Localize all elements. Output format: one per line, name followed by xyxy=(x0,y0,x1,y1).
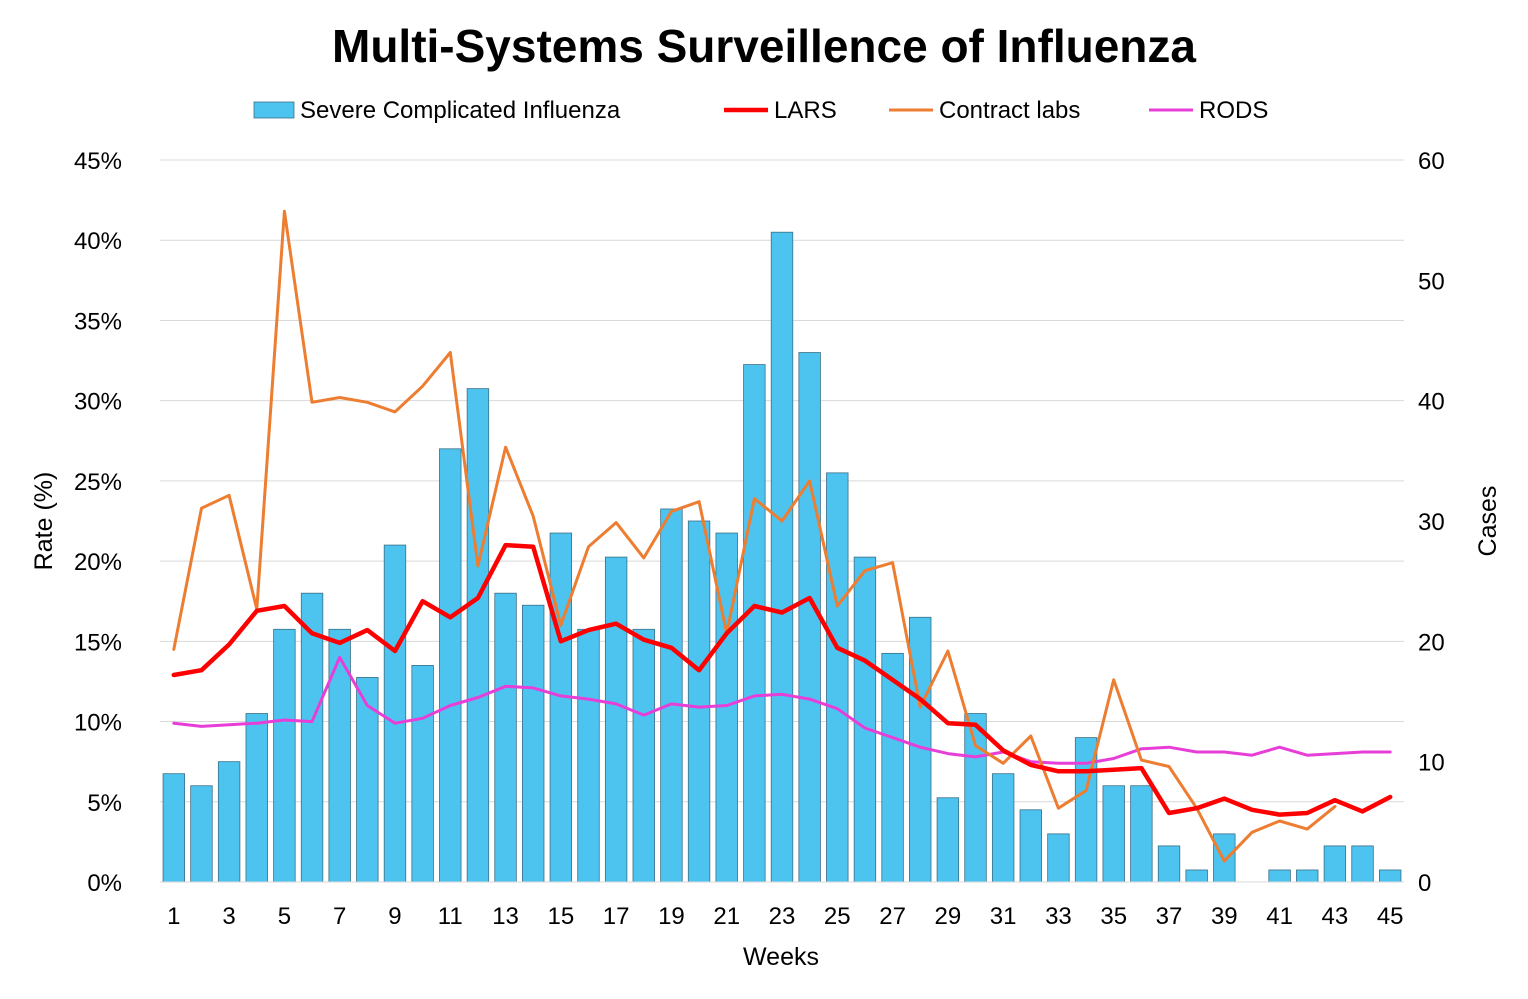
series-line-lars xyxy=(171,542,1393,817)
x-tick-label: 19 xyxy=(658,903,685,930)
y-tick-label: 45% xyxy=(74,148,122,175)
y-tick-label: 10% xyxy=(74,710,122,737)
y2-tick-label: 10 xyxy=(1418,750,1445,777)
y-tick-label: 20% xyxy=(74,549,122,576)
y-tick-label: 35% xyxy=(74,308,122,335)
bar xyxy=(217,761,241,883)
bar xyxy=(1102,785,1125,883)
bar xyxy=(604,556,628,883)
bar xyxy=(991,773,1015,883)
y2-tick-label: 40 xyxy=(1418,389,1445,416)
right-axis-ticks: 0 10 20 30 40 50 60 xyxy=(1418,148,1445,897)
x-tick-label: 5 xyxy=(278,903,291,930)
bar xyxy=(383,544,407,883)
x-tick-label: 31 xyxy=(990,903,1017,930)
y-tick-label: 15% xyxy=(74,629,122,656)
bar xyxy=(245,713,268,883)
left-axis-ticks: 0% 5% 10% 15% 20% 25% 30% 35% 40% 45% xyxy=(74,148,122,897)
bar xyxy=(770,231,794,883)
y-tick-label: 30% xyxy=(74,389,122,416)
legend-label: Contract labs xyxy=(939,97,1080,124)
series-lines xyxy=(171,209,1393,863)
bar xyxy=(577,628,600,883)
legend-label: RODS xyxy=(1199,97,1268,124)
bar xyxy=(853,556,877,883)
series-line-rods xyxy=(172,655,1392,765)
x-tick-label: 17 xyxy=(603,903,630,930)
bar xyxy=(411,665,434,883)
bar xyxy=(190,785,213,883)
bars xyxy=(162,231,1402,883)
x-tick-label: 21 xyxy=(713,903,740,930)
x-tick-label: 7 xyxy=(333,903,346,930)
bar xyxy=(1351,845,1374,883)
bar xyxy=(826,472,849,883)
legend-label: LARS xyxy=(774,97,837,124)
y2-axis-label: Cases xyxy=(1474,486,1502,557)
bar xyxy=(936,797,960,883)
bar xyxy=(273,628,296,883)
x-tick-label: 3 xyxy=(222,903,235,930)
x-tick-label: 9 xyxy=(388,903,401,930)
bar xyxy=(466,388,490,883)
legend-label: Severe Complicated Influenza xyxy=(300,97,621,124)
bar xyxy=(687,520,711,883)
bar xyxy=(660,508,683,883)
bar xyxy=(1185,869,1208,883)
x-axis-label: Weeks xyxy=(743,943,819,971)
bar xyxy=(1019,809,1042,883)
legend-swatch xyxy=(253,101,295,119)
bar xyxy=(964,713,987,883)
bar xyxy=(1157,845,1181,883)
bar xyxy=(439,448,462,883)
y2-tick-label: 0 xyxy=(1418,870,1431,897)
bar xyxy=(1268,869,1291,883)
y2-tick-label: 20 xyxy=(1418,629,1445,656)
bar xyxy=(798,352,821,883)
x-tick-label: 33 xyxy=(1045,903,1072,930)
bar xyxy=(632,628,655,883)
x-tick-label: 11 xyxy=(438,903,463,930)
x-tick-label: 39 xyxy=(1211,903,1238,930)
x-tick-label: 23 xyxy=(769,903,796,930)
bar xyxy=(1378,869,1402,883)
bar xyxy=(162,773,186,883)
legend: Severe Complicated Influenza LARS Contract… xyxy=(253,97,1268,124)
y2-tick-label: 50 xyxy=(1418,268,1445,295)
chart-title: Multi-Systems Surveillence of Influenza xyxy=(332,20,1196,72)
x-tick-label: 35 xyxy=(1100,903,1127,930)
bar xyxy=(522,604,545,883)
x-tick-label: 15 xyxy=(547,903,574,930)
y-tick-label: 25% xyxy=(74,469,122,496)
x-tick-label: 37 xyxy=(1156,903,1183,930)
x-tick-label: 13 xyxy=(492,903,519,930)
bar xyxy=(1296,869,1319,883)
x-tick-label: 41 xyxy=(1266,903,1293,930)
series-line-contract-labs xyxy=(172,209,1337,863)
y-tick-label: 40% xyxy=(74,228,122,255)
y2-tick-label: 30 xyxy=(1418,509,1445,536)
bar xyxy=(1130,785,1153,883)
x-tick-label: 27 xyxy=(879,903,906,930)
bar xyxy=(715,532,738,883)
x-tick-label: 45 xyxy=(1377,903,1404,930)
x-tick-label: 1 xyxy=(167,903,180,930)
x-tick-label: 25 xyxy=(824,903,851,930)
y-tick-label: 5% xyxy=(87,790,122,817)
bar xyxy=(356,677,379,883)
y-tick-label: 0% xyxy=(87,870,122,897)
x-tick-label: 29 xyxy=(935,903,962,930)
y-axis-label: Rate (%) xyxy=(30,472,58,571)
bar xyxy=(494,592,517,883)
bar xyxy=(328,628,351,883)
x-tick-label: 43 xyxy=(1322,903,1349,930)
bar xyxy=(549,532,573,883)
bar xyxy=(1047,833,1070,883)
bar xyxy=(1323,845,1347,883)
x-axis-ticks: 1 3 5 7 9 11 13 15 17 19 21 23 25 27 29 31 33 35 37 39 41 43 4… xyxy=(167,903,1403,930)
bar xyxy=(743,364,766,883)
y2-tick-label: 60 xyxy=(1418,148,1445,175)
